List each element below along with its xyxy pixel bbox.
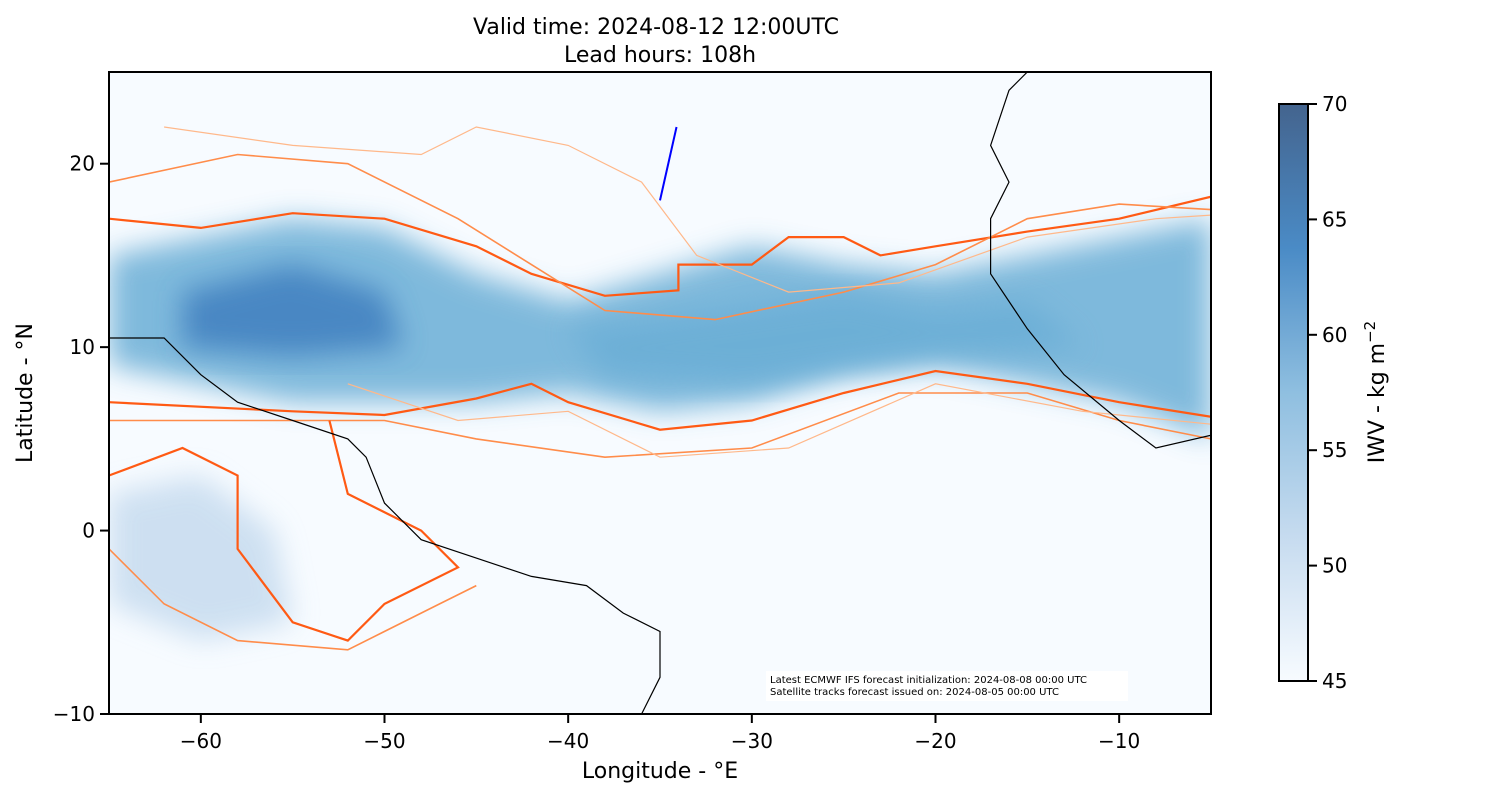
iwv-contour [109,548,477,651]
colorbar-tick-label: 45 [1322,669,1347,693]
colorbar-ticks: 45 50 55 60 65 70 [1308,92,1347,693]
colorbar-tick-label: 65 [1322,207,1347,231]
x-axis-label: Longitude - °E [582,759,738,784]
iwv-contour [109,420,460,642]
annotation-box [766,671,1128,701]
contours [109,126,1211,651]
iwv-contour [109,153,1211,321]
x-tick-label: −40 [547,729,589,753]
coastlines [109,72,1211,714]
colorbar-label-text: IWV - kg m [1365,343,1390,463]
x-tick-label: −20 [914,729,956,753]
plot-frame [108,71,1212,715]
coastline [109,337,661,714]
annotation-line-1: Latest ECMWF IFS forecast initialization… [770,675,1087,686]
x-tick-label: −10 [1098,729,1140,753]
iwv-field [109,218,1211,641]
satellite-track [659,126,678,201]
iwv-region [182,264,403,357]
y-tick-label: 20 [70,152,95,176]
y-tick-label: 10 [70,335,95,359]
y-axis-ticks: −10 0 10 20 [53,152,109,726]
annotation-line-2: Satellite tracks forecast issued on: 202… [770,687,1059,698]
colorbar-tick-label: 50 [1322,554,1347,578]
title-line-2: Lead hours: 108h [564,43,756,68]
x-tick-label: −50 [363,729,405,753]
iwv-contour [347,383,1211,458]
colorbar-tick-label: 60 [1322,323,1347,347]
iwv-contour [109,392,1211,459]
y-tick-label: −10 [53,702,95,726]
iwv-contour [109,369,1211,431]
colorbar-tick-label: 70 [1322,92,1347,116]
coastline [989,72,1211,449]
iwv-contour [164,126,1211,293]
y-tick-label: 0 [82,519,95,543]
x-axis-ticks: −60 −50 −40 −30 −20 −10 [180,714,1140,753]
colorbar-label: IWV - kg m−2 [1361,321,1390,463]
y-axis-label: Latitude - °N [13,323,38,463]
iwv-region [568,292,1083,384]
colorbar-tick-label: 55 [1322,438,1347,462]
title-line-1: Valid time: 2024-08-12 12:00UTC [473,15,839,40]
x-tick-label: −30 [731,729,773,753]
colorbar-label-exponent: −2 [1361,321,1379,343]
colorbar [1278,103,1309,682]
iwv-contour [109,195,1211,297]
iwv-region [109,475,293,641]
x-tick-label: −60 [180,729,222,753]
